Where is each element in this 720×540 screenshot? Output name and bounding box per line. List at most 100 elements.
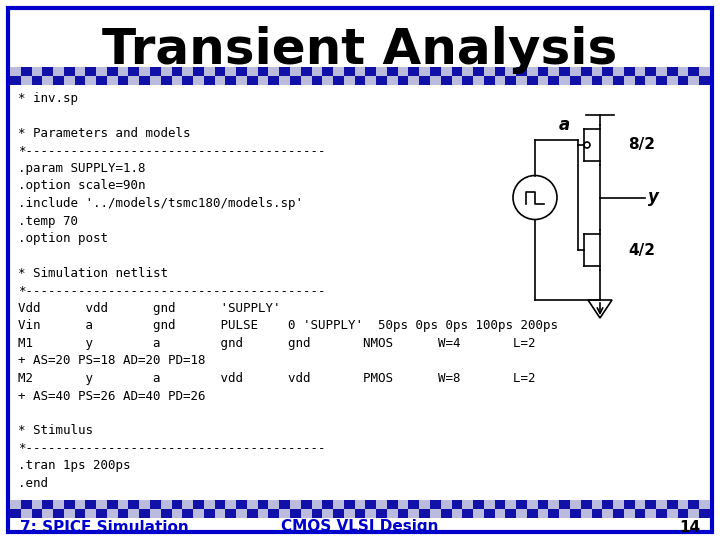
Text: .option post: .option post xyxy=(18,232,108,245)
Bar xyxy=(86,500,96,509)
Bar xyxy=(96,509,107,518)
Bar xyxy=(161,500,171,509)
Bar xyxy=(236,67,247,76)
Text: CMOS VLSI Design: CMOS VLSI Design xyxy=(282,519,438,535)
Bar xyxy=(634,509,645,518)
Bar xyxy=(678,67,688,76)
Bar xyxy=(634,500,645,509)
Bar xyxy=(86,509,96,518)
Bar xyxy=(355,76,365,85)
Bar xyxy=(516,500,527,509)
Bar xyxy=(75,509,86,518)
Bar xyxy=(225,67,236,76)
Bar xyxy=(613,76,624,85)
Bar xyxy=(419,500,430,509)
Bar xyxy=(538,67,549,76)
Bar xyxy=(64,509,75,518)
Bar xyxy=(645,76,656,85)
Text: 8/2: 8/2 xyxy=(628,138,655,152)
Bar xyxy=(505,500,516,509)
Bar xyxy=(204,509,215,518)
Bar xyxy=(408,509,419,518)
Bar xyxy=(688,76,699,85)
Bar xyxy=(387,509,397,518)
Bar xyxy=(333,67,344,76)
Bar xyxy=(603,500,613,509)
Bar xyxy=(667,76,678,85)
Bar xyxy=(236,500,247,509)
Text: a: a xyxy=(559,116,570,134)
Bar xyxy=(204,67,215,76)
Text: * Stimulus: * Stimulus xyxy=(18,424,93,437)
Bar xyxy=(279,76,290,85)
Bar xyxy=(312,509,323,518)
Bar xyxy=(408,67,419,76)
Bar xyxy=(301,67,312,76)
Text: * inv.sp: * inv.sp xyxy=(18,92,78,105)
Bar xyxy=(645,509,656,518)
Bar xyxy=(688,67,699,76)
Text: 4/2: 4/2 xyxy=(628,242,655,258)
Bar xyxy=(269,76,279,85)
Bar xyxy=(376,500,387,509)
Bar xyxy=(128,76,139,85)
Bar xyxy=(527,67,538,76)
Bar xyxy=(193,509,204,518)
Bar xyxy=(365,67,376,76)
Bar xyxy=(64,500,75,509)
Bar xyxy=(344,67,355,76)
Bar xyxy=(656,509,667,518)
Text: + AS=40 PS=26 AD=40 PD=26: + AS=40 PS=26 AD=40 PD=26 xyxy=(18,389,205,402)
Bar xyxy=(549,76,559,85)
Bar xyxy=(376,509,387,518)
Bar xyxy=(193,67,204,76)
Bar xyxy=(387,76,397,85)
Bar xyxy=(549,509,559,518)
Bar xyxy=(117,500,128,509)
Bar xyxy=(301,500,312,509)
Bar xyxy=(269,509,279,518)
Bar xyxy=(150,509,161,518)
Bar xyxy=(323,509,333,518)
Bar xyxy=(10,76,21,85)
Text: * Simulation netlist: * Simulation netlist xyxy=(18,267,168,280)
Bar xyxy=(365,500,376,509)
Text: M1       y        a        gnd      gnd       NMOS      W=4       L=2: M1 y a gnd gnd NMOS W=4 L=2 xyxy=(18,337,536,350)
Bar xyxy=(215,76,225,85)
Bar xyxy=(495,76,505,85)
Bar xyxy=(323,76,333,85)
Bar xyxy=(21,500,32,509)
Bar xyxy=(505,67,516,76)
Bar xyxy=(21,67,32,76)
Bar xyxy=(225,76,236,85)
Bar xyxy=(451,500,462,509)
Bar xyxy=(355,509,365,518)
Bar xyxy=(430,509,441,518)
Bar xyxy=(688,509,699,518)
Bar xyxy=(516,76,527,85)
Text: Transient Analysis: Transient Analysis xyxy=(102,26,618,74)
Bar xyxy=(355,67,365,76)
Bar xyxy=(21,509,32,518)
Bar xyxy=(495,500,505,509)
Bar xyxy=(150,67,161,76)
Bar xyxy=(484,67,495,76)
Text: Vin      a        gnd      PULSE    0 'SUPPLY'  50ps 0ps 0ps 100ps 200ps: Vin a gnd PULSE 0 'SUPPLY' 50ps 0ps 0ps … xyxy=(18,320,558,333)
Bar xyxy=(592,500,603,509)
Bar xyxy=(193,76,204,85)
Bar xyxy=(301,509,312,518)
Bar xyxy=(365,76,376,85)
Bar xyxy=(53,509,64,518)
Bar xyxy=(32,500,42,509)
Bar xyxy=(462,500,473,509)
Text: .temp 70: .temp 70 xyxy=(18,214,78,227)
Bar xyxy=(215,500,225,509)
Bar xyxy=(570,76,581,85)
Bar xyxy=(150,76,161,85)
Bar xyxy=(225,500,236,509)
Bar xyxy=(150,500,161,509)
Bar xyxy=(171,76,182,85)
Bar xyxy=(397,76,408,85)
Bar xyxy=(10,67,21,76)
Bar xyxy=(441,500,451,509)
